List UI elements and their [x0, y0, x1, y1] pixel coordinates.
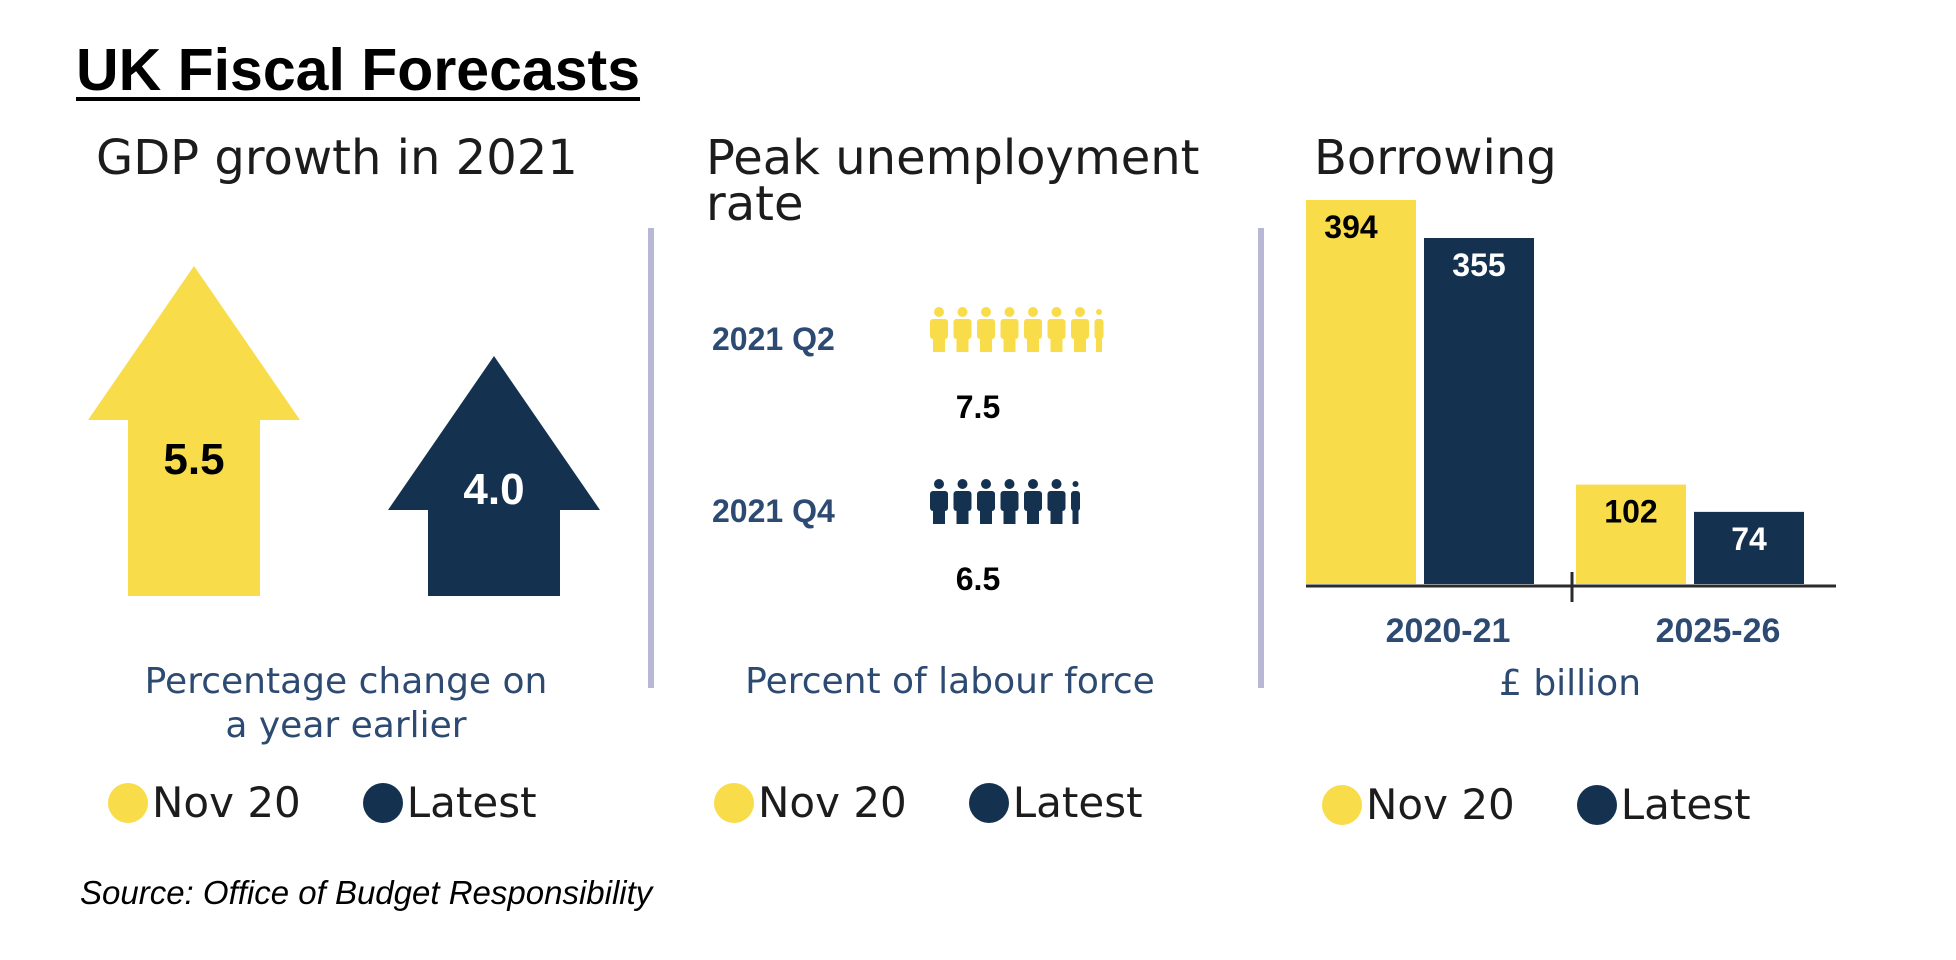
person-icon — [1024, 479, 1042, 524]
person-icon — [953, 479, 972, 524]
person-icon — [977, 307, 995, 352]
borrowing-caption: £ billion — [1498, 663, 1642, 704]
borrowing-bar-2020-21-latest — [1424, 238, 1534, 585]
legend-item-nov20: Nov 20 — [1322, 780, 1515, 829]
page-title: UK Fiscal Forecasts — [76, 37, 641, 103]
legend-item-latest: Latest — [362, 778, 537, 827]
legend-swatch-nov20 — [714, 782, 754, 823]
borrowing-chart: 394 355 102 74 2020-21 2025-26 — [1306, 200, 1836, 650]
legend-label-nov20: Nov 20 — [1366, 780, 1515, 829]
legend-item-latest: Latest — [1576, 780, 1751, 829]
person-icon — [1071, 307, 1089, 352]
borrowing-bar-2020-21-nov20 — [1306, 200, 1416, 584]
legend-label-latest: Latest — [1012, 778, 1143, 827]
gdp-legend: Nov 20 Latest — [108, 778, 537, 827]
panel-divider-2 — [1258, 228, 1264, 688]
borrowing-panel-title: Borrowing — [1314, 130, 1557, 186]
panel-divider-1 — [648, 228, 654, 688]
person-icon — [1000, 479, 1019, 524]
unemployment-caption: Percent of labour force — [745, 661, 1155, 702]
person-icon — [1047, 479, 1066, 524]
legend-swatch-latest — [1576, 784, 1617, 825]
gdp-panel-title: GDP growth in 2021 — [96, 130, 578, 186]
legend-swatch-latest — [362, 782, 403, 823]
unemployment-panel-title-line2: rate — [706, 176, 804, 232]
person-icon — [930, 479, 948, 524]
legend-label-nov20: Nov 20 — [758, 778, 907, 827]
person-icon — [1071, 481, 1080, 524]
borrowing-category-2025-26: 2025-26 — [1656, 612, 1781, 650]
source-note: Source: Office of Budget Responsibility — [80, 874, 653, 911]
person-icon — [930, 307, 948, 352]
gdp-arrow-latest — [388, 356, 600, 596]
borrowing-bar-2025-26-nov20 — [1576, 484, 1686, 584]
borrowing-label-2025-26-latest: 74 — [1731, 521, 1767, 557]
legend-label-latest: Latest — [1620, 780, 1751, 829]
gdp-caption-line1: Percentage change on — [144, 661, 548, 702]
legend-swatch-nov20 — [108, 782, 148, 823]
unemployment-panel-title-line1: Peak unemployment — [706, 130, 1200, 186]
borrowing-bar-2025-26-latest — [1694, 511, 1804, 584]
person-icon — [953, 307, 972, 352]
legend-label-latest: Latest — [406, 778, 537, 827]
person-icon — [1024, 307, 1042, 352]
gdp-caption-line2: a year earlier — [225, 705, 467, 746]
borrowing-label-2025-26-nov20: 102 — [1604, 494, 1657, 530]
person-icon — [1000, 307, 1019, 352]
legend-item-nov20: Nov 20 — [714, 778, 907, 827]
unemployment-legend: Nov 20 Latest — [714, 778, 1143, 827]
unemployment-category-q2: 2021 Q2 — [712, 321, 835, 357]
person-icon — [1047, 307, 1066, 352]
legend-swatch-latest — [968, 782, 1009, 823]
person-icon — [977, 479, 995, 524]
person-icon — [1094, 309, 1104, 352]
unemployment-pictogram-q4 — [930, 479, 1080, 524]
legend-label-nov20: Nov 20 — [152, 778, 301, 827]
legend-swatch-nov20 — [1322, 784, 1362, 825]
borrowing-label-2020-21-latest: 355 — [1452, 247, 1505, 283]
legend-item-latest: Latest — [968, 778, 1143, 827]
gdp-value-label-latest: 4.0 — [463, 465, 524, 514]
borrowing-legend: Nov 20 Latest — [1322, 780, 1751, 829]
unemployment-chart: 2021 Q2 2021 Q4 7.5 6.5 — [712, 307, 1104, 597]
unemployment-value-label-q2: 7.5 — [956, 389, 1000, 425]
unemployment-value-label-q4: 6.5 — [956, 561, 1000, 597]
borrowing-category-2020-21: 2020-21 — [1386, 612, 1511, 650]
unemployment-pictogram-q2 — [930, 307, 1104, 352]
gdp-value-label-nov20: 5.5 — [163, 435, 224, 484]
unemployment-category-q4: 2021 Q4 — [712, 493, 835, 529]
legend-item-nov20: Nov 20 — [108, 778, 301, 827]
borrowing-label-2020-21-nov20: 394 — [1324, 209, 1378, 245]
gdp-arrow-nov20 — [88, 266, 300, 596]
gdp-chart: 5.5 4.0 — [88, 266, 600, 596]
